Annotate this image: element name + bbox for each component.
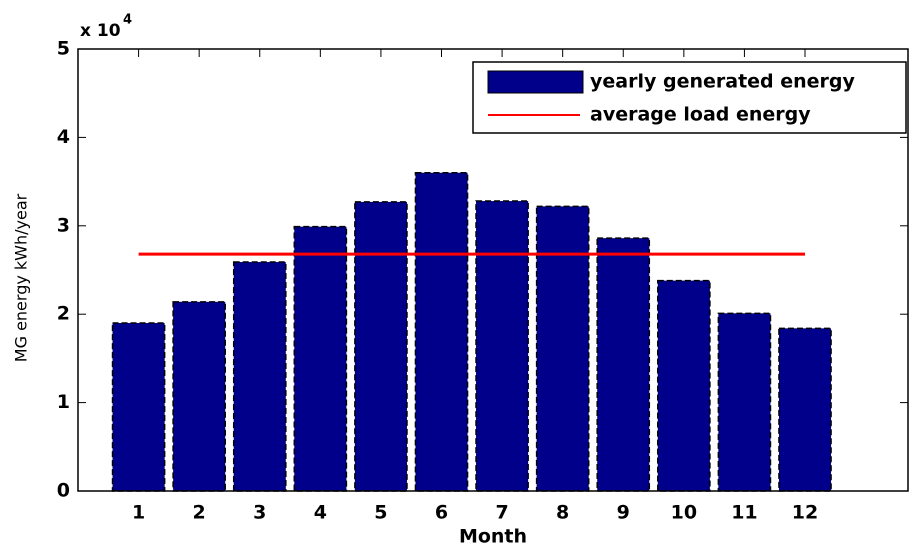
bar	[657, 279, 711, 492]
y-multiplier: x 10	[80, 21, 121, 41]
x-tick-label: 10	[671, 502, 697, 524]
bar	[111, 322, 166, 492]
y-tick-label: 0	[57, 480, 70, 502]
x-tick-label: 7	[495, 502, 508, 524]
bar	[778, 327, 832, 492]
y-multiplier-exponent: 4	[123, 13, 132, 28]
bar	[172, 301, 226, 492]
bar	[232, 261, 287, 492]
y-tick-label: 1	[57, 391, 70, 413]
bar	[414, 172, 469, 492]
bar	[596, 237, 651, 492]
x-tick-label: 6	[435, 502, 448, 524]
y-tick-label: 3	[57, 214, 70, 236]
x-axis-label: Month	[459, 526, 527, 548]
x-tick-label: 2	[193, 502, 206, 524]
bar	[717, 312, 772, 492]
legend-box	[472, 61, 907, 134]
x-tick-label: 11	[731, 502, 757, 524]
x-tick-label: 1	[132, 502, 145, 524]
bar	[354, 201, 408, 492]
x-tick-label: 8	[556, 502, 569, 524]
bar	[535, 205, 590, 492]
x-tick-label: 12	[792, 502, 818, 524]
x-tick-label: 9	[617, 502, 630, 524]
bar	[475, 200, 529, 492]
y-tick-label: 4	[57, 126, 70, 148]
y-tick-label: 5	[57, 38, 70, 60]
plot-frame	[77, 48, 909, 492]
x-tick-label: 3	[253, 502, 266, 524]
bar	[293, 225, 348, 492]
legend-label: average load energy	[590, 104, 811, 126]
y-axis-label: MG energy kWh/year	[12, 193, 31, 362]
x-tick-label: 4	[314, 502, 327, 524]
x-tick-label: 5	[374, 502, 387, 524]
legend-swatch	[487, 70, 584, 94]
legend-label: yearly generated energy	[590, 71, 856, 93]
y-tick-label: 2	[57, 303, 70, 325]
